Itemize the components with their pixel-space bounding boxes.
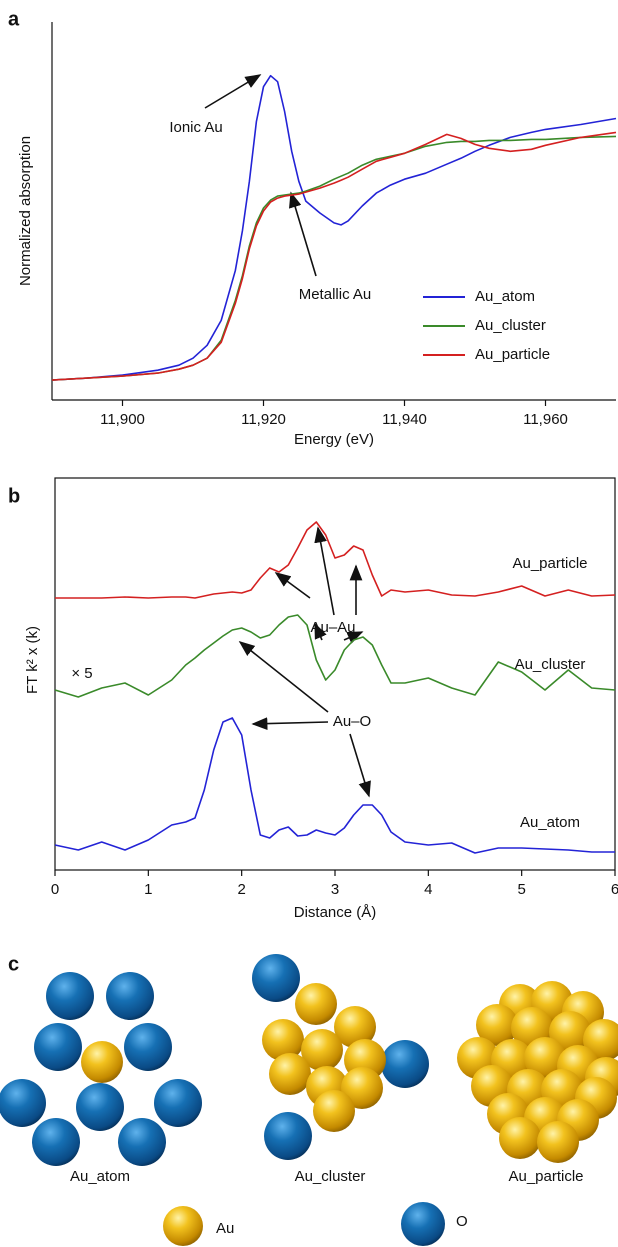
o-atom	[401, 1202, 445, 1246]
legend-label: O	[456, 1213, 468, 1230]
au-atom	[341, 1067, 383, 1109]
arrow	[204, 74, 262, 109]
panel-label: a	[8, 8, 20, 30]
annotation: Au–O	[333, 713, 371, 730]
series-line	[54, 614, 616, 698]
x-tick-label: 2	[237, 881, 245, 898]
series-line	[51, 131, 617, 381]
x-tick-label: 0	[51, 881, 59, 898]
annotation: Au–Au	[310, 619, 355, 636]
o-atom	[0, 1079, 46, 1127]
x-tick-label: 6	[611, 881, 618, 898]
panel-label: c	[8, 953, 19, 975]
structures	[0, 954, 618, 1246]
arrow	[349, 733, 371, 798]
arrow	[274, 572, 311, 599]
au-atom	[81, 1041, 123, 1083]
annotation: Metallic Au	[299, 286, 372, 303]
annotation: × 5	[71, 665, 92, 682]
legend-label: Au	[216, 1220, 234, 1237]
o-atom	[32, 1118, 80, 1166]
au-atom	[269, 1053, 311, 1095]
x-tick-label: 11,900	[100, 411, 145, 428]
series-line	[54, 717, 615, 854]
au-atom	[313, 1090, 355, 1132]
x-tick-label: 5	[517, 881, 525, 898]
o-atom	[118, 1118, 166, 1166]
x-tick-label: 1	[144, 881, 152, 898]
y-axis-label: FT k² x (k)	[24, 626, 41, 694]
series-label: Au_atom	[520, 814, 580, 831]
au-atom	[537, 1121, 579, 1163]
o-atom	[46, 972, 94, 1020]
arrow	[343, 631, 364, 644]
x-axis-label: Energy (eV)	[294, 431, 374, 448]
au-atom	[524, 1037, 566, 1079]
plot-frame	[54, 477, 616, 871]
o-atom	[154, 1079, 202, 1127]
arrow	[289, 191, 317, 277]
x-tick-label: 3	[331, 881, 339, 898]
series-line	[55, 521, 616, 599]
o-atom	[106, 972, 154, 1020]
annotation: Ionic Au	[169, 119, 222, 136]
y-axis-label: Normalized absorption	[17, 136, 34, 286]
au-atom	[476, 1004, 518, 1046]
o-atom	[34, 1023, 82, 1071]
legend-label: Au_atom	[475, 288, 535, 305]
structure-label: Au_particle	[508, 1168, 583, 1185]
series-label: Au_particle	[512, 555, 587, 572]
series-line	[51, 74, 617, 381]
series-line	[51, 135, 617, 381]
au-atom	[301, 1029, 343, 1071]
arrow	[251, 717, 329, 731]
au-atom	[549, 1011, 591, 1053]
x-tick-label: 11,940	[382, 411, 427, 428]
panel-label: b	[8, 485, 20, 507]
o-atom	[252, 954, 300, 1002]
au-atom	[499, 1117, 541, 1159]
x-tick-label: 4	[424, 881, 432, 898]
au-atom	[334, 1006, 376, 1048]
legend-label: Au_particle	[475, 346, 550, 363]
o-atom	[264, 1112, 312, 1160]
arrow	[314, 622, 327, 641]
series-label: Au_cluster	[515, 656, 586, 673]
x-tick-label: 11,920	[241, 411, 286, 428]
au-atom	[163, 1206, 203, 1246]
structure-label: Au_atom	[70, 1168, 130, 1185]
legend-label: Au_cluster	[475, 317, 546, 334]
o-atom	[76, 1083, 124, 1131]
x-tick-label: 11,960	[523, 411, 568, 428]
arrow	[238, 641, 329, 713]
o-atom	[124, 1023, 172, 1071]
au-atom	[295, 983, 337, 1025]
x-axis-label: Distance (Å)	[294, 904, 377, 921]
structure-label: Au_cluster	[295, 1168, 366, 1185]
o-atom	[381, 1040, 429, 1088]
au-atom	[262, 1019, 304, 1061]
arrow	[314, 526, 335, 616]
